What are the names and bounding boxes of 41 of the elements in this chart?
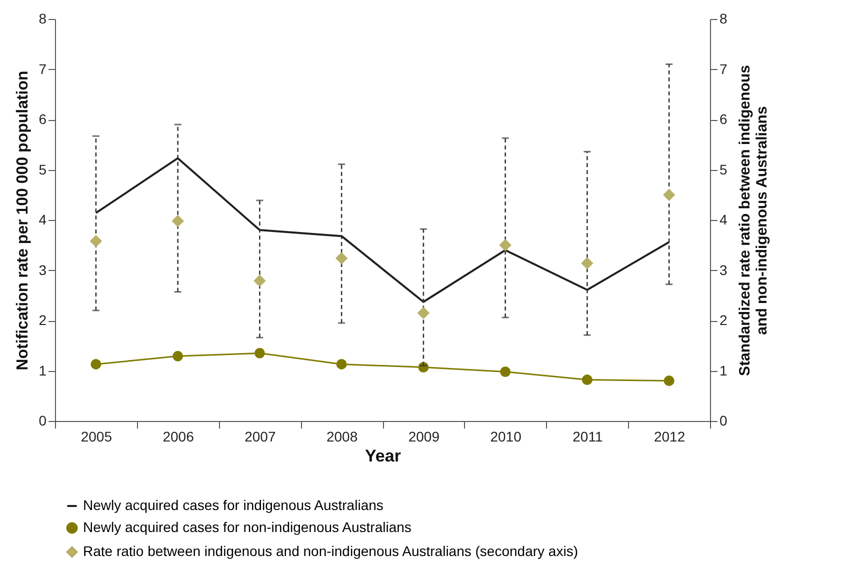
- y2-tick-label: 6: [720, 111, 728, 127]
- y2-tick-label: 4: [720, 212, 728, 228]
- x-tick-label: 2009: [408, 428, 440, 444]
- x-tick-label: 2011: [572, 428, 603, 444]
- point: [90, 234, 102, 248]
- y-tick-label: 8: [38, 10, 47, 26]
- y-tick-label: 1: [38, 362, 47, 378]
- legend-label: Newly acquired cases for non-indigenous Australians: [83, 519, 412, 535]
- x-axis-title: Year: [365, 446, 402, 466]
- y-tick-label: 5: [38, 161, 47, 178]
- point: [417, 306, 430, 320]
- y-axis-title: Notification rate per 100 000 population: [14, 70, 32, 370]
- point: [662, 188, 676, 201]
- point: [254, 274, 266, 287]
- y-tick-label: 0: [38, 412, 47, 428]
- legend-label: Rate ratio between indigenous and non-indigenous Australians (secondary axis): [83, 543, 578, 559]
- y2-tick-label: 0: [720, 412, 728, 428]
- y2-tick-label: 7: [720, 60, 728, 77]
- y2-axis-title: Standardized rate ratio between indigenous and non-indigenous Australians: [736, 65, 770, 376]
- y-tick-label: 2: [38, 312, 47, 328]
- y-tick-label: 3: [38, 262, 47, 278]
- point: [581, 257, 594, 270]
- line-series: [94, 157, 670, 303]
- legend-label: Newly acquired cases for indigenous Australians: [83, 497, 384, 513]
- x-tick-label: 2007: [244, 428, 276, 444]
- x-tick-label: 2006: [162, 428, 194, 444]
- x-tick-label: 2012: [654, 428, 686, 444]
- point: [172, 214, 184, 228]
- y2-tick-label: 8: [720, 10, 728, 26]
- y2-tick-label: 3: [720, 262, 728, 278]
- y-tick-label: 6: [38, 111, 47, 127]
- y-tick-label: 7: [38, 60, 47, 77]
- x-tick-label: 2005: [80, 428, 112, 444]
- x-tick-label: 2010: [490, 428, 522, 444]
- point: [499, 239, 512, 252]
- y2-tick-label: 2: [720, 312, 728, 328]
- y2-tick-label: 1: [720, 362, 728, 378]
- point: [335, 252, 348, 264]
- y2-tick-label: 5: [720, 161, 728, 178]
- x-tick-label: 2008: [326, 428, 358, 444]
- y-tick-label: 4: [38, 212, 47, 228]
